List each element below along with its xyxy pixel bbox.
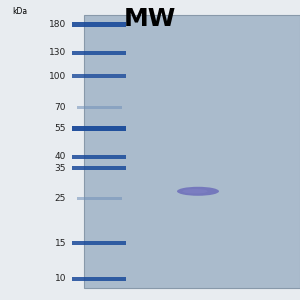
Text: 25: 25 (55, 194, 66, 202)
Ellipse shape (182, 189, 208, 194)
Ellipse shape (177, 187, 219, 196)
Text: 15: 15 (55, 238, 66, 247)
Text: kDa: kDa (12, 8, 27, 16)
Text: 55: 55 (55, 124, 66, 133)
Bar (72, 277, 126, 281)
Bar (76, 196, 122, 200)
Bar (72, 155, 126, 159)
Text: 70: 70 (55, 103, 66, 112)
Bar (84, 15, 300, 288)
Text: MW: MW (124, 8, 176, 31)
Bar (72, 126, 126, 131)
Bar (72, 167, 126, 170)
Text: 180: 180 (49, 20, 66, 29)
Text: 10: 10 (55, 274, 66, 283)
Text: 100: 100 (49, 71, 66, 80)
Text: 130: 130 (49, 48, 66, 57)
Bar (72, 51, 126, 55)
Bar (72, 241, 126, 245)
Bar (72, 22, 126, 27)
Text: 40: 40 (55, 152, 66, 161)
Bar (76, 106, 122, 109)
Bar (72, 74, 126, 78)
Text: 35: 35 (55, 164, 66, 173)
